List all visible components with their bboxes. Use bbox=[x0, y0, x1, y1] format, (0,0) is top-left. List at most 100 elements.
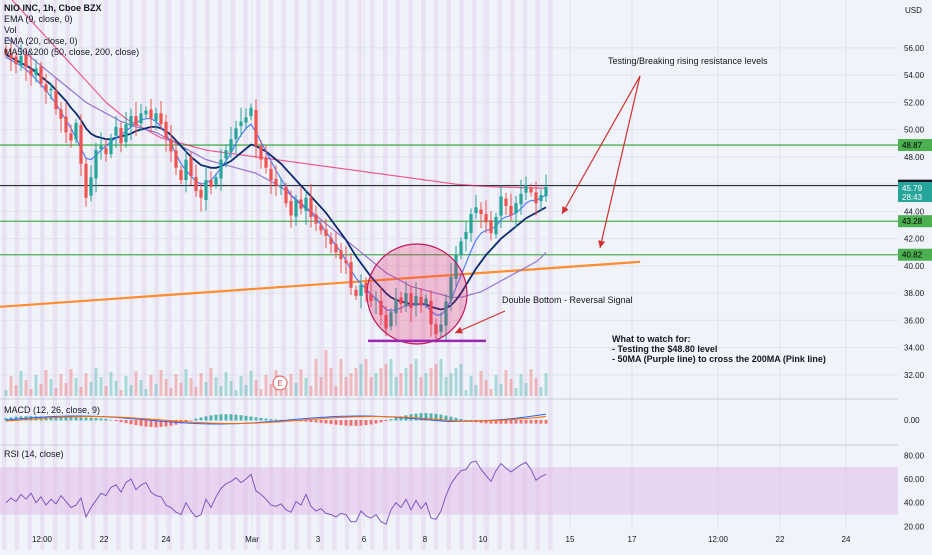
candle-body bbox=[199, 189, 203, 198]
candle-body bbox=[329, 238, 333, 245]
session-band bbox=[205, 0, 210, 550]
candle-body bbox=[324, 229, 328, 236]
volume-bar bbox=[399, 373, 403, 396]
candle bbox=[524, 176, 528, 200]
candle bbox=[534, 181, 538, 216]
macd-histogram-bar bbox=[509, 420, 513, 424]
candle bbox=[364, 277, 368, 303]
macd-histogram-bar bbox=[359, 420, 363, 426]
volume-bar bbox=[449, 373, 453, 396]
macd-histogram-bar bbox=[279, 419, 283, 421]
candle-body bbox=[509, 205, 513, 216]
macd-pane bbox=[4, 413, 548, 428]
volume-bar bbox=[374, 373, 378, 396]
rsi-legend[interactable]: RSI (14, close) bbox=[4, 449, 64, 459]
candle-body bbox=[214, 177, 218, 185]
candle bbox=[4, 45, 8, 58]
macd-histogram-bar bbox=[54, 417, 58, 421]
legend-ema9[interactable]: EMA (9, close, 0) bbox=[4, 14, 73, 24]
legend-ma[interactable]: MA50&200 (50, close, 200, close) bbox=[4, 47, 140, 57]
volume-bar bbox=[479, 371, 483, 396]
volume-bar bbox=[264, 375, 268, 396]
candle-body bbox=[184, 159, 188, 181]
volume-bar bbox=[189, 378, 193, 396]
candle-body bbox=[434, 324, 438, 335]
candle-body bbox=[474, 207, 478, 214]
volume-bar bbox=[364, 359, 368, 396]
volume-bar bbox=[334, 386, 338, 396]
candle bbox=[144, 106, 148, 119]
candle bbox=[179, 165, 183, 185]
candle-body bbox=[374, 298, 378, 301]
macd-histogram-bar bbox=[64, 417, 68, 421]
volume-bar bbox=[139, 380, 143, 396]
volume-bar bbox=[39, 384, 43, 396]
candle bbox=[439, 312, 443, 338]
candle-body bbox=[259, 146, 263, 160]
volume-bar bbox=[454, 368, 458, 396]
macd-histogram-bar bbox=[79, 417, 83, 421]
macd-histogram-bar bbox=[4, 418, 8, 421]
macd-histogram-bar bbox=[449, 416, 453, 421]
candle bbox=[324, 218, 328, 249]
macd-histogram-bar bbox=[329, 420, 333, 425]
price-tick-label: 36.00 bbox=[904, 316, 925, 325]
volume-bar bbox=[234, 390, 238, 396]
candle-body bbox=[14, 56, 18, 65]
candle-body bbox=[134, 116, 138, 126]
macd-histogram-bar bbox=[244, 415, 248, 421]
level-tag bbox=[898, 215, 932, 228]
session-band bbox=[421, 0, 426, 550]
candle bbox=[484, 200, 488, 233]
candle bbox=[349, 253, 353, 296]
macd-histogram-bar bbox=[124, 420, 128, 424]
macd-histogram-bar bbox=[269, 419, 273, 421]
time-tick-label: 12:00 bbox=[708, 535, 729, 544]
level-tag-label: 48.87 bbox=[902, 141, 923, 150]
macd-histogram-bar bbox=[99, 418, 103, 421]
candle bbox=[194, 164, 198, 197]
volume-bar bbox=[494, 375, 498, 396]
earnings-label: E bbox=[277, 379, 282, 388]
candle-body bbox=[99, 146, 103, 149]
macd-histogram-bar bbox=[354, 420, 358, 426]
volume-bar bbox=[459, 364, 463, 396]
candle-body bbox=[189, 157, 193, 176]
macd-legend[interactable]: MACD (12, 26, close, 9) bbox=[4, 405, 101, 415]
macd-histogram-bar bbox=[519, 420, 523, 424]
legend-vol[interactable]: Vol bbox=[4, 25, 17, 35]
candle-body bbox=[104, 148, 108, 155]
candle-body bbox=[284, 186, 288, 204]
candle-body bbox=[239, 121, 243, 127]
volume-bar bbox=[389, 359, 393, 396]
candle-body bbox=[169, 138, 173, 152]
macd-histogram-bar bbox=[389, 419, 393, 421]
chart-legend: NIO INC, 1h, Cboe BZX EMA (9, close, 0) … bbox=[4, 3, 139, 58]
candlesticks[interactable] bbox=[4, 42, 548, 344]
candle-body bbox=[19, 56, 23, 66]
price-axis[interactable]: 32.0034.0036.0038.0040.0042.0044.0046.00… bbox=[32, 44, 925, 544]
macd-histogram-bar bbox=[189, 420, 193, 421]
support-resistance-levels bbox=[0, 144, 898, 308]
volume-bar bbox=[349, 373, 353, 396]
macd-histogram-bar bbox=[394, 417, 398, 421]
candle bbox=[414, 281, 418, 317]
earnings-marker[interactable] bbox=[272, 375, 288, 391]
symbol-title[interactable]: NIO INC, 1h, Cboe BZX bbox=[4, 3, 102, 13]
candle bbox=[354, 285, 358, 300]
legend-ema20[interactable]: EMA (20, close, 0) bbox=[4, 36, 78, 46]
candle-body bbox=[359, 284, 363, 296]
session-band bbox=[52, 0, 58, 550]
session-band bbox=[395, 0, 401, 550]
rsi-band bbox=[0, 467, 898, 515]
candle-body bbox=[254, 110, 258, 146]
volume-bar bbox=[504, 370, 508, 396]
macd-histogram-bar bbox=[154, 420, 158, 428]
session-band bbox=[370, 0, 375, 550]
macd-histogram-bar bbox=[459, 418, 463, 421]
volume-bar bbox=[159, 370, 163, 396]
candle-body bbox=[499, 196, 503, 216]
volume-bar bbox=[404, 368, 408, 396]
